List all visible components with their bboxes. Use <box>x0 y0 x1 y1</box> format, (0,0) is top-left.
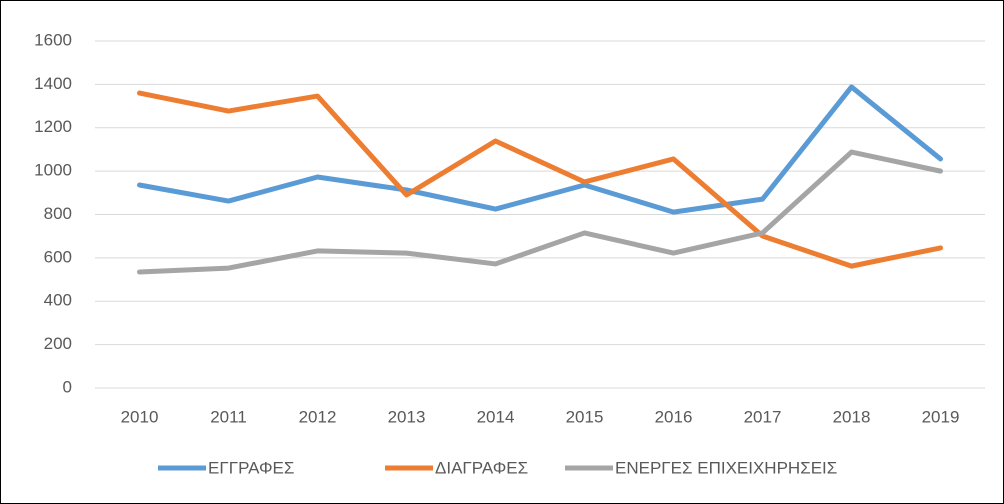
y-tick-label: 400 <box>44 291 72 310</box>
y-tick-label: 1400 <box>34 74 72 93</box>
x-tick-label: 2018 <box>833 407 871 426</box>
y-tick-label: 1000 <box>34 161 72 180</box>
x-tick-label: 2010 <box>121 407 159 426</box>
legend-label: ΕΓΓΡΑΦΕΣ <box>208 458 294 477</box>
y-tick-label: 800 <box>44 204 72 223</box>
x-tick-label: 2014 <box>477 407 515 426</box>
series-line <box>137 90 943 269</box>
x-tick-label: 2015 <box>566 407 604 426</box>
y-tick-label: 1600 <box>34 30 72 49</box>
y-tick-label: 0 <box>63 377 72 396</box>
y-tick-label: 200 <box>44 334 72 353</box>
y-tick-label: 600 <box>44 247 72 266</box>
series-line <box>137 84 943 215</box>
legend-label: ΕΝΕΡΓΕΣ ΕΠΙΧΕΙΧΗΡΗΣΕΙΣ <box>615 458 837 477</box>
legend-label: ΔΙΑΓΡΑΦΕΣ <box>435 458 528 477</box>
x-tick-label: 2011 <box>210 407 247 426</box>
x-tick-label: 2017 <box>744 407 782 426</box>
series-line <box>137 149 943 275</box>
x-tick-label: 2013 <box>388 407 426 426</box>
x-tick-label: 2012 <box>299 407 337 426</box>
y-tick-label: 1200 <box>34 117 72 136</box>
x-tick-label: 2019 <box>922 407 960 426</box>
x-tick-label: 2016 <box>655 407 693 426</box>
